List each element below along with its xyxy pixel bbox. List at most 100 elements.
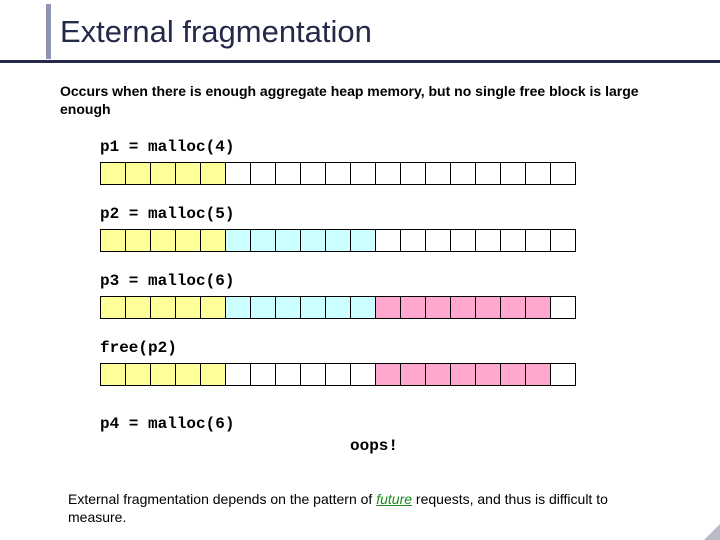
- heap-cell: [125, 363, 151, 386]
- heap-strip: [100, 162, 576, 185]
- heap-cell: [400, 229, 426, 252]
- oops-label: oops!: [350, 437, 398, 455]
- heap-cell: [525, 363, 551, 386]
- heap-cell: [250, 296, 276, 319]
- heap-cell: [250, 162, 276, 185]
- page-corner-icon: [704, 524, 720, 540]
- heap-cell: [125, 229, 151, 252]
- code-label: p4 = malloc(6): [100, 415, 234, 433]
- heap-cell: [425, 162, 451, 185]
- heap-cell: [475, 162, 501, 185]
- heap-cell: [550, 229, 576, 252]
- heap-cell: [100, 162, 126, 185]
- heap-cell: [425, 296, 451, 319]
- heap-cell: [375, 296, 401, 319]
- heap-cell: [525, 229, 551, 252]
- heap-cell: [125, 296, 151, 319]
- heap-cell: [300, 363, 326, 386]
- heap-cell: [350, 296, 376, 319]
- heap-cell: [175, 229, 201, 252]
- heap-cell: [250, 229, 276, 252]
- heap-cell: [475, 229, 501, 252]
- heap-cell: [250, 363, 276, 386]
- code-label: free(p2): [100, 339, 576, 357]
- title-left-rule: [46, 4, 51, 59]
- title-underline: [0, 60, 720, 63]
- heap-cell: [325, 229, 351, 252]
- heap-cell: [275, 162, 301, 185]
- footer-pre: External fragmentation depends on the pa…: [68, 491, 376, 507]
- heap-cell: [400, 162, 426, 185]
- heap-cell: [275, 363, 301, 386]
- heap-cell: [200, 229, 226, 252]
- heap-cell: [225, 229, 251, 252]
- heap-cell: [525, 162, 551, 185]
- heap-strip: [100, 363, 576, 386]
- heap-cell: [225, 162, 251, 185]
- heap-cell: [375, 363, 401, 386]
- heap-cell: [500, 363, 526, 386]
- heap-cell: [350, 363, 376, 386]
- heap-cell: [300, 162, 326, 185]
- heap-cell: [125, 162, 151, 185]
- heap-cell: [300, 296, 326, 319]
- heap-cell: [100, 363, 126, 386]
- heap-cell: [100, 229, 126, 252]
- heap-cell: [425, 229, 451, 252]
- heap-cell: [200, 162, 226, 185]
- heap-cell: [525, 296, 551, 319]
- heap-strip: [100, 229, 576, 252]
- heap-cell: [450, 363, 476, 386]
- heap-cell: [475, 363, 501, 386]
- heap-cell: [550, 363, 576, 386]
- heap-cell: [175, 162, 201, 185]
- intro-text: Occurs when there is enough aggregate he…: [60, 82, 660, 118]
- heap-cell: [500, 296, 526, 319]
- heap-cell: [150, 296, 176, 319]
- heap-cell: [400, 296, 426, 319]
- heap-cell: [275, 296, 301, 319]
- heap-cell: [225, 296, 251, 319]
- heap-cell: [225, 363, 251, 386]
- footer-text: External fragmentation depends on the pa…: [68, 490, 648, 526]
- heap-strip: [100, 296, 576, 319]
- code-label: p2 = malloc(5): [100, 205, 576, 223]
- slide: External fragmentation Occurs when there…: [0, 0, 720, 540]
- heap-cell: [500, 162, 526, 185]
- heap-cell: [150, 162, 176, 185]
- heap-cell: [325, 363, 351, 386]
- footer-future: future: [376, 491, 412, 507]
- heap-cell: [425, 363, 451, 386]
- page-title: External fragmentation: [60, 14, 372, 50]
- heap-cell: [350, 229, 376, 252]
- heap-cell: [150, 363, 176, 386]
- heap-cell: [500, 229, 526, 252]
- heap-cell: [450, 162, 476, 185]
- heap-cell: [100, 296, 126, 319]
- heap-cell: [325, 296, 351, 319]
- code-label: p1 = malloc(4): [100, 138, 576, 156]
- heap-cell: [375, 162, 401, 185]
- heap-cell: [175, 363, 201, 386]
- heap-cell: [300, 229, 326, 252]
- heap-cell: [400, 363, 426, 386]
- heap-row: p4 = malloc(6): [100, 415, 234, 433]
- heap-row: p3 = malloc(6): [100, 272, 576, 319]
- heap-cell: [550, 296, 576, 319]
- heap-cell: [200, 296, 226, 319]
- heap-cell: [175, 296, 201, 319]
- heap-cell: [200, 363, 226, 386]
- heap-row: p2 = malloc(5): [100, 205, 576, 252]
- heap-cell: [550, 162, 576, 185]
- heap-cell: [450, 296, 476, 319]
- heap-row: p1 = malloc(4): [100, 138, 576, 185]
- heap-cell: [275, 229, 301, 252]
- heap-cell: [450, 229, 476, 252]
- heap-cell: [350, 162, 376, 185]
- heap-cell: [375, 229, 401, 252]
- code-label: p3 = malloc(6): [100, 272, 576, 290]
- heap-cell: [150, 229, 176, 252]
- heap-cell: [475, 296, 501, 319]
- heap-cell: [325, 162, 351, 185]
- heap-row: free(p2): [100, 339, 576, 386]
